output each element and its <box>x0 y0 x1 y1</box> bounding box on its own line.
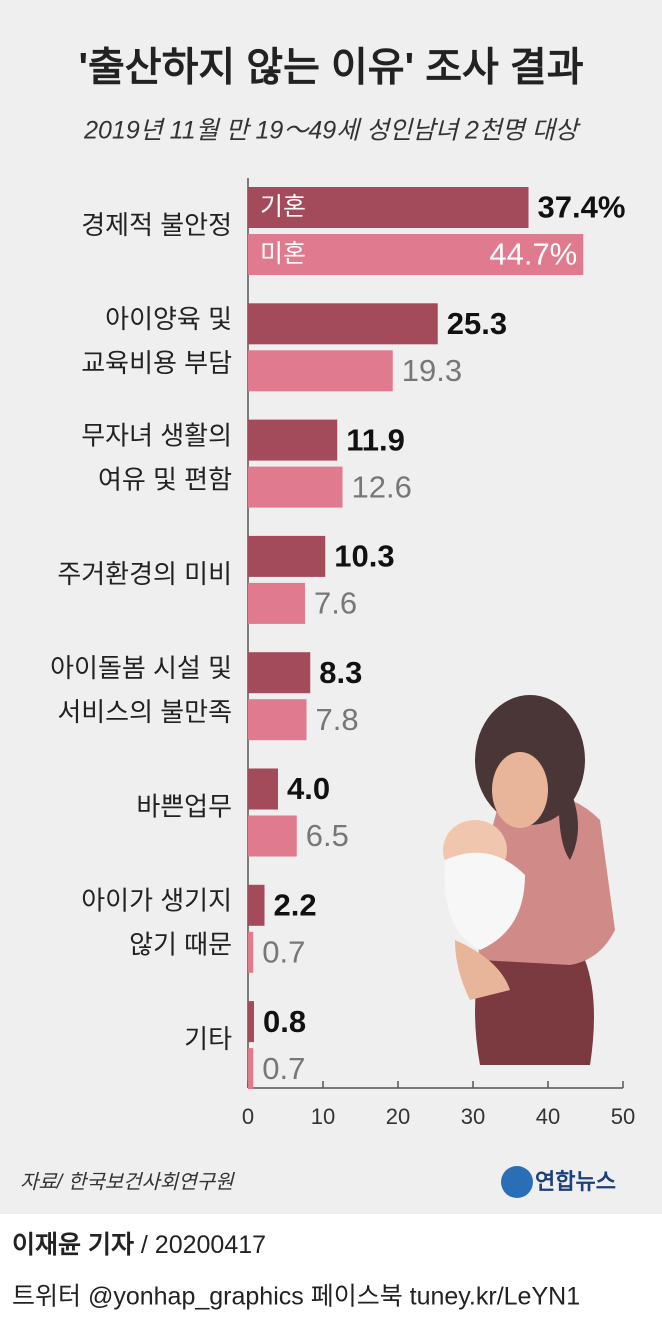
bar <box>248 884 265 926</box>
value-label: 11.9 <box>346 422 405 457</box>
x-tick-label: 20 <box>386 1104 410 1129</box>
category-label: 교육비용 부담 <box>81 348 232 378</box>
bar <box>248 187 529 228</box>
value-label: 0.7 <box>262 934 305 969</box>
value-label: 7.6 <box>314 586 357 621</box>
x-tick-label: 10 <box>311 1104 335 1129</box>
value-label: 44.7% <box>489 237 577 272</box>
bar <box>248 652 311 694</box>
logo: 연합뉴스 <box>535 1169 616 1194</box>
subtitle: 2019년 11월 만 19～49세 성인남녀 2천명 대상 <box>83 117 581 145</box>
bar <box>248 582 305 624</box>
bar <box>248 815 297 857</box>
category-label: 아이돌봄 시설 및 <box>50 653 232 683</box>
date: / 20200417 <box>141 1231 266 1259</box>
x-tick-label: 0 <box>242 1104 254 1129</box>
category-label: 서비스의 불만족 <box>57 697 232 727</box>
value-label: 8.3 <box>319 655 362 690</box>
value-label: 37.4% <box>538 190 626 225</box>
value-label: 7.8 <box>316 702 359 737</box>
category-label: 기타 <box>184 1024 232 1054</box>
bar <box>248 931 254 973</box>
category-label: 않기 때문 <box>129 930 232 960</box>
social: 트위터 @yonhap_graphics 페이스북 tuney.kr/LeYN1 <box>12 1283 580 1311</box>
value-label: 6.5 <box>306 818 349 853</box>
bar <box>248 768 278 810</box>
legend-label: 미혼 <box>260 240 306 268</box>
value-label: 4.0 <box>287 771 330 806</box>
illustration <box>443 695 615 1065</box>
bar <box>248 234 584 275</box>
category-label: 무자녀 생활의 <box>81 420 232 450</box>
bar <box>248 1001 254 1043</box>
bar <box>248 350 393 392</box>
value-label: 10.3 <box>334 539 394 574</box>
x-tick-label: 50 <box>611 1104 635 1129</box>
value-label: 25.3 <box>447 306 507 341</box>
value-label: 0.7 <box>262 1051 305 1086</box>
category-label: 아이양육 및 <box>105 304 232 334</box>
x-tick-label: 40 <box>536 1104 560 1129</box>
reporter: 이재윤 기자 <box>12 1231 134 1259</box>
chart-title: '출산하지 않는 이유' 조사 결과 <box>78 46 583 90</box>
source: 자료/ 한국보건사회연구원 <box>20 1171 235 1193</box>
bar <box>248 303 438 345</box>
value-label: 19.3 <box>402 353 462 388</box>
value-label: 12.6 <box>352 469 412 504</box>
value-label: 0.8 <box>263 1004 306 1039</box>
legend-label: 기혼 <box>260 193 306 221</box>
x-tick-label: 30 <box>461 1104 485 1129</box>
category-label: 아이가 생기지 <box>81 886 232 916</box>
category-label: 바쁜업무 <box>136 791 232 821</box>
category-label: 경제적 불안정 <box>81 210 232 240</box>
bar <box>248 419 338 461</box>
logo-mark <box>501 1166 533 1198</box>
bar <box>248 466 343 508</box>
bar <box>248 1048 254 1090</box>
byline: 이재윤 기자 / 20200417 <box>12 1231 266 1259</box>
bar <box>248 535 326 577</box>
category-label: 여유 및 편함 <box>98 464 232 494</box>
value-label: 2.2 <box>274 887 317 922</box>
bar <box>248 699 307 741</box>
category-label: 주거환경의 미비 <box>57 559 232 589</box>
